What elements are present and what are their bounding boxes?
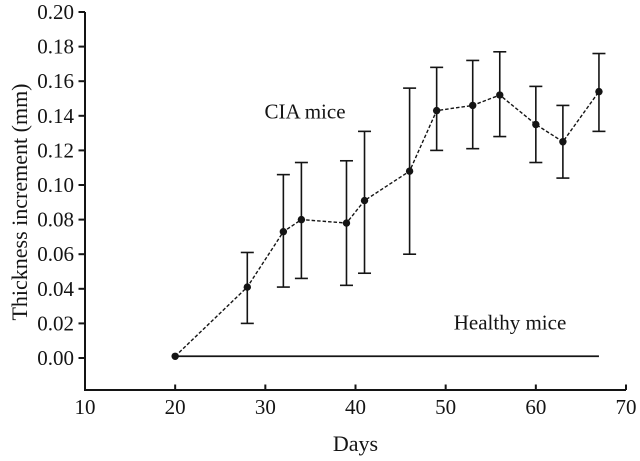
x-tick-label: 10 xyxy=(75,395,96,419)
x-tick-label: 30 xyxy=(255,395,276,419)
y-tick-label: 0.06 xyxy=(37,242,74,266)
cia-mice-data-point xyxy=(432,106,441,115)
y-tick-label: 0.08 xyxy=(37,208,74,232)
cia-mice-data-point xyxy=(243,283,251,291)
cia-mice-data-point xyxy=(559,138,567,146)
y-tick-label: 0.10 xyxy=(37,173,74,197)
x-axis-title: Days xyxy=(332,431,379,456)
annotation-cia-mice: CIA mice xyxy=(264,99,346,124)
cia-mice-data-point xyxy=(279,228,288,236)
cia-mice-data-point xyxy=(360,196,369,205)
x-tick-label: 40 xyxy=(345,395,366,419)
y-tick-label: 0.02 xyxy=(37,311,74,335)
y-tick-label: 0.20 xyxy=(37,0,74,24)
y-tick-label: 0.18 xyxy=(37,35,74,59)
cia-mice-data-point xyxy=(595,87,603,96)
x-tick-label: 70 xyxy=(616,395,637,419)
x-tick-label: 20 xyxy=(165,395,186,419)
cia-mice-data-point xyxy=(342,219,351,227)
cia-mice-data-point xyxy=(405,167,414,175)
cia-mice-data-point xyxy=(532,120,540,129)
y-tick-label: 0.00 xyxy=(37,346,74,370)
cia-mice-data-point xyxy=(297,215,306,224)
cia-mice-data-point xyxy=(469,101,477,110)
annotation-healthy-mice: Healthy mice xyxy=(453,310,567,335)
cia-mice-data-point xyxy=(171,352,179,360)
y-tick-label: 0.04 xyxy=(37,277,74,301)
x-tick-label: 60 xyxy=(525,395,546,419)
y-tick-label: 0.16 xyxy=(37,69,74,93)
y-axis-title: Thickness increment (mm) xyxy=(7,83,32,321)
y-tick-label: 0.12 xyxy=(37,138,74,162)
cia-mice-data-point xyxy=(496,91,504,99)
y-tick-label: 0.14 xyxy=(37,104,74,128)
x-tick-label: 50 xyxy=(435,395,456,419)
